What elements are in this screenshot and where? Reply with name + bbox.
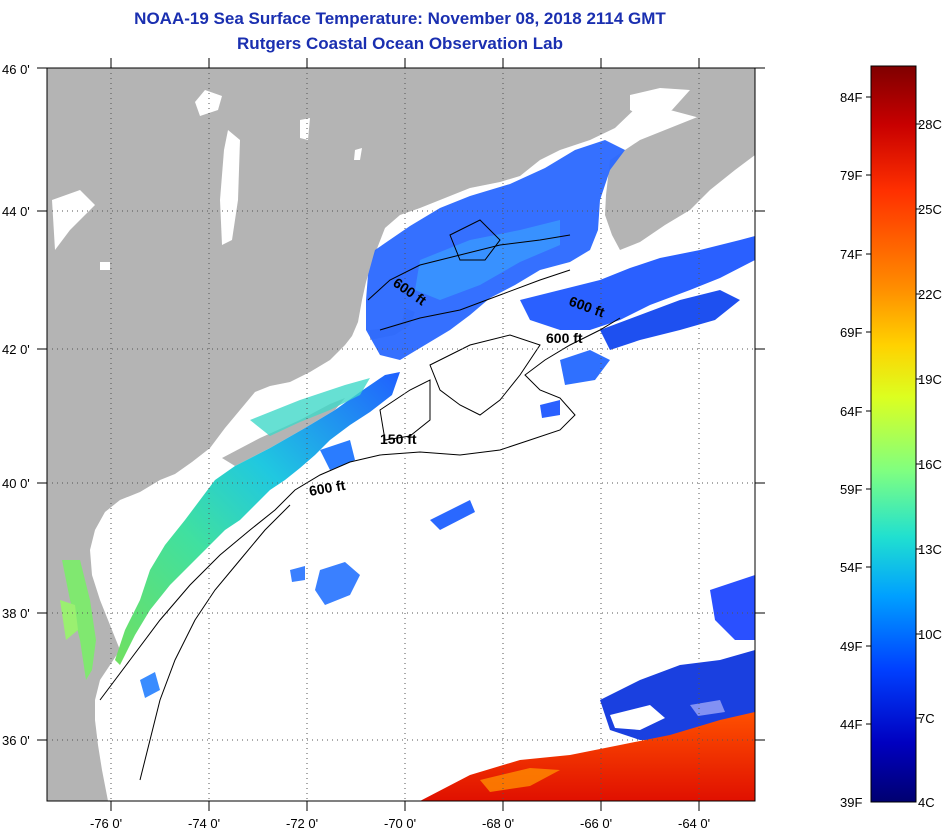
colorbar-label-25c: 25C bbox=[918, 202, 942, 217]
colorbar-label-28c: 28C bbox=[918, 117, 942, 132]
contour-label-150ft: 150 ft bbox=[380, 431, 417, 447]
lon-label-72: -72 0' bbox=[286, 816, 318, 831]
colorbar-label-59f: 59F bbox=[840, 482, 862, 497]
lat-label-42: 42 0' bbox=[2, 342, 30, 357]
lon-label-76: -76 0' bbox=[90, 816, 122, 831]
sst-shelf-water bbox=[115, 372, 400, 665]
colorbar bbox=[870, 65, 917, 803]
map-border bbox=[46, 67, 756, 802]
lat-label-36: 36 0' bbox=[2, 733, 30, 748]
land-nova-scotia bbox=[605, 100, 755, 250]
colorbar-label-64f: 64F bbox=[840, 404, 862, 419]
lat-label-40: 40 0' bbox=[2, 476, 30, 491]
colorbar-label-19c: 19C bbox=[918, 372, 942, 387]
colorbar-label-54f: 54F bbox=[840, 560, 862, 575]
colorbar-label-44f: 44F bbox=[840, 717, 862, 732]
lat-label-38: 38 0' bbox=[2, 606, 30, 621]
colorbar-label-13c: 13C bbox=[918, 542, 942, 557]
colorbar-label-7c: 7C bbox=[918, 711, 935, 726]
lon-label-68: -68 0' bbox=[482, 816, 514, 831]
lat-label-46: 46 0' bbox=[2, 62, 30, 77]
colorbar-label-10c: 10C bbox=[918, 627, 942, 642]
lon-label-66: -66 0' bbox=[580, 816, 612, 831]
colorbar-label-84f: 84F bbox=[840, 90, 862, 105]
colorbar-label-4c: 4C bbox=[918, 795, 935, 810]
map-title: NOAA-19 Sea Surface Temperature: Novembe… bbox=[134, 9, 666, 28]
map-subtitle: Rutgers Coastal Ocean Observation Lab bbox=[237, 34, 563, 53]
axis-ticks bbox=[37, 58, 765, 811]
colorbar-label-79f: 79F bbox=[840, 168, 862, 183]
colorbar-label-39f: 39F bbox=[840, 795, 862, 810]
colorbar-label-74f: 74F bbox=[840, 247, 862, 262]
bathymetry-contours bbox=[99, 219, 621, 781]
colorbar-label-16c: 16C bbox=[918, 457, 942, 472]
lat-label-44: 44 0' bbox=[2, 204, 30, 219]
land-mainland bbox=[47, 68, 755, 801]
lon-label-74: -74 0' bbox=[188, 816, 220, 831]
contour-label-georges: 600 ft bbox=[546, 330, 583, 346]
graticule bbox=[47, 68, 755, 801]
map-area bbox=[47, 68, 755, 801]
lon-label-70: -70 0' bbox=[384, 816, 416, 831]
colorbar-label-49f: 49F bbox=[840, 639, 862, 654]
contour-label-shelf: 600 ft bbox=[308, 477, 347, 499]
lon-label-64: -64 0' bbox=[678, 816, 710, 831]
colorbar-ticks bbox=[866, 96, 921, 725]
colorbar-label-22c: 22C bbox=[918, 287, 942, 302]
colorbar-label-69f: 69F bbox=[840, 325, 862, 340]
